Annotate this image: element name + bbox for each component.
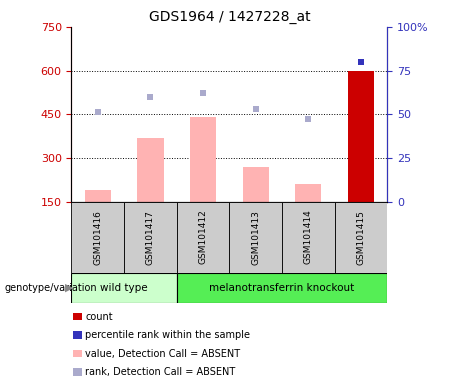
Text: count: count bbox=[85, 312, 113, 322]
Bar bbox=[177, 202, 229, 273]
Text: genotype/variation: genotype/variation bbox=[5, 283, 97, 293]
Bar bbox=[124, 202, 177, 273]
Bar bbox=[348, 71, 374, 202]
Text: rank, Detection Call = ABSENT: rank, Detection Call = ABSENT bbox=[85, 367, 236, 377]
Text: GSM101415: GSM101415 bbox=[356, 210, 366, 265]
Text: GSM101414: GSM101414 bbox=[304, 210, 313, 265]
Text: percentile rank within the sample: percentile rank within the sample bbox=[85, 330, 250, 340]
Bar bbox=[190, 117, 216, 202]
Bar bbox=[73, 368, 82, 376]
Bar bbox=[282, 202, 335, 273]
Text: GSM101416: GSM101416 bbox=[93, 210, 102, 265]
Bar bbox=[295, 184, 321, 202]
Bar bbox=[242, 167, 269, 202]
Bar bbox=[348, 71, 374, 202]
Bar bbox=[137, 137, 164, 202]
Text: GSM101412: GSM101412 bbox=[199, 210, 207, 265]
Title: GDS1964 / 1427228_at: GDS1964 / 1427228_at bbox=[148, 10, 310, 25]
Bar bbox=[71, 202, 124, 273]
Bar bbox=[73, 349, 82, 357]
Text: ▶: ▶ bbox=[65, 283, 73, 293]
Bar bbox=[229, 202, 282, 273]
Bar bbox=[335, 202, 387, 273]
Bar bbox=[73, 331, 82, 339]
Text: value, Detection Call = ABSENT: value, Detection Call = ABSENT bbox=[85, 349, 240, 359]
Text: GSM101413: GSM101413 bbox=[251, 210, 260, 265]
Bar bbox=[85, 190, 111, 202]
Text: wild type: wild type bbox=[100, 283, 148, 293]
Text: melanotransferrin knockout: melanotransferrin knockout bbox=[209, 283, 355, 293]
Bar bbox=[71, 273, 177, 303]
Bar bbox=[73, 313, 82, 320]
Text: GSM101417: GSM101417 bbox=[146, 210, 155, 265]
Bar bbox=[177, 273, 387, 303]
